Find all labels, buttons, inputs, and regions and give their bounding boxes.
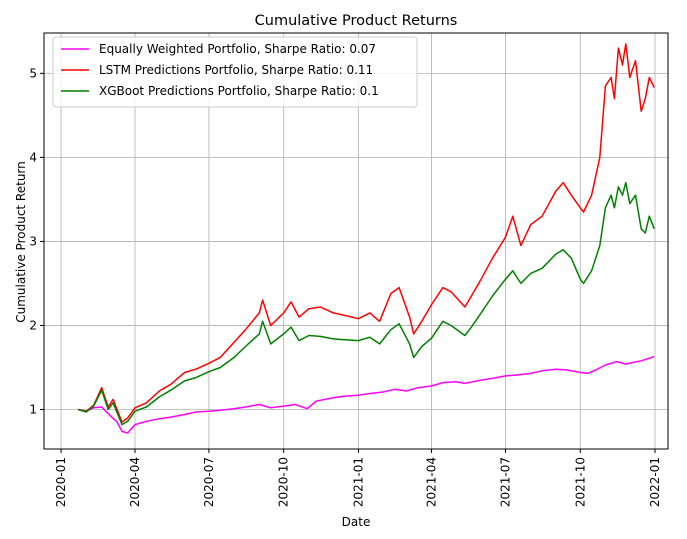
legend-box: [52, 36, 418, 108]
series-line-2: [77, 181, 655, 426]
legend: Equally Weighted Portfolio, Sharpe Ratio…: [52, 36, 418, 108]
x-tick-label: 2020-07: [202, 457, 216, 507]
x-tick-label: 2021-04: [425, 457, 439, 507]
series-line-0: [77, 355, 655, 434]
x-axis-label: Date: [342, 515, 371, 529]
y-tick-label: 5: [29, 66, 37, 80]
x-tick-label: 2020-10: [277, 457, 291, 507]
y-tick-label: 3: [29, 234, 37, 248]
x-tick-label: 2020-01: [54, 457, 68, 507]
series-group: [77, 43, 655, 434]
legend-label-2: XGBoot Predictions Portfolio, Sharpe Rat…: [99, 84, 379, 98]
legend-label-1: LSTM Predictions Portfolio, Sharpe Ratio…: [99, 63, 373, 77]
y-tick-label: 2: [29, 318, 37, 332]
x-tick-label: 2022-01: [648, 457, 662, 507]
chart-title: Cumulative Product Returns: [255, 13, 458, 29]
legend-label-0: Equally Weighted Portfolio, Sharpe Ratio…: [99, 42, 376, 56]
series-line-1: [77, 43, 655, 423]
y-axis-label: Cumulative Product Return: [14, 161, 28, 323]
y-tick-label: 1: [29, 403, 37, 417]
x-tick-label: 2021-07: [499, 457, 513, 507]
axis-ticks: 2020-01 2020-04 2020-07 2020-10 2021-01 2021-…: [29, 66, 662, 507]
y-tick-label: 4: [29, 150, 37, 164]
x-tick-label: 2021-01: [351, 457, 365, 507]
x-tick-label: 2020-04: [128, 457, 142, 507]
x-tick-label: 2021-10: [573, 457, 587, 507]
